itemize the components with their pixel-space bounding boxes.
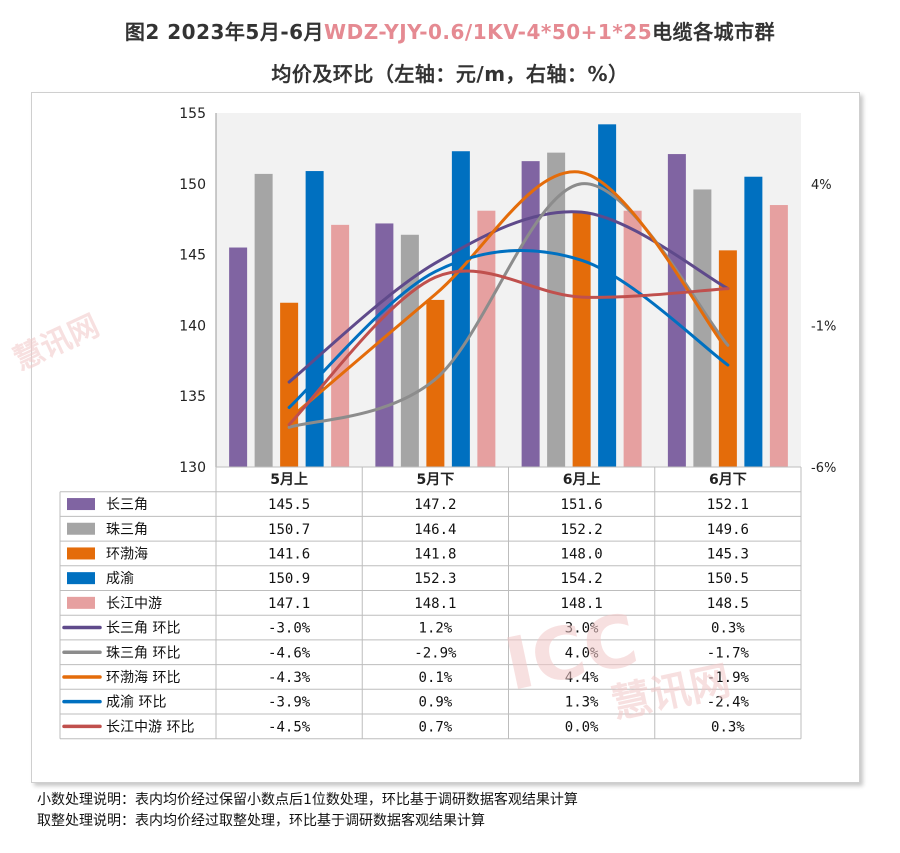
- table-cell-长三角-5月上: 145.5: [268, 497, 310, 513]
- table-cell-长江中游 环比-5月上: -4.5%: [268, 719, 311, 735]
- table-cell-成渝-5月上: 150.9: [268, 571, 310, 587]
- table-cell-长江中游-6月下: 148.5: [707, 596, 749, 612]
- bar-长三角-5月下: [375, 223, 394, 467]
- table-cell-环渤海-5月下: 141.8: [414, 546, 456, 562]
- table-cell-长江中游 环比-6月上: 0.0%: [565, 719, 599, 735]
- bar-长三角-6月上: [521, 161, 540, 468]
- legend-label-环渤海 环比: 环渤海 环比: [106, 670, 180, 686]
- table-cell-环渤海 环比-6月上: 4.4%: [565, 670, 599, 686]
- table-cell-环渤海 环比-5月下: 0.1%: [419, 670, 453, 686]
- title-product-spec: WDZ-YJY-0.6/1KV-4*50+1*25: [324, 20, 653, 44]
- note-decimal: 小数处理说明：表内均价经过保留小数点后1位数处理，环比基于调研数据客观结果计算: [37, 792, 578, 808]
- left-axis-tick-label: 155: [179, 106, 206, 122]
- bar-长江中游-5月上: [331, 224, 350, 467]
- title-prefix: 图2 2023年5月-6月: [124, 20, 325, 44]
- bar-环渤海-6月下: [718, 250, 737, 467]
- table-cell-环渤海-6月上: 148.0: [561, 546, 603, 562]
- bar-长三角-5月上: [229, 247, 248, 467]
- left-axis-tick-label: 130: [179, 460, 206, 476]
- table-cell-长三角 环比-6月上: 3.0%: [565, 621, 599, 637]
- table-cell-珠三角 环比-5月上: -4.6%: [268, 645, 311, 661]
- legend-label-珠三角: 珠三角: [106, 522, 148, 538]
- line-长三角 环比: [287, 210, 730, 384]
- table-cell-成渝-5月下: 152.3: [414, 571, 456, 587]
- table-cell-环渤海 环比-6月下: -1.9%: [707, 670, 750, 686]
- left-axis-tick-label: 145: [179, 248, 206, 264]
- table-cell-珠三角-5月上: 150.7: [268, 522, 310, 538]
- table-cell-成渝 环比-6月上: 1.3%: [565, 695, 599, 711]
- left-axis-tick-label: 135: [179, 389, 206, 405]
- bar-成渝-6月下: [744, 176, 763, 467]
- line-环渤海 环比: [287, 170, 730, 421]
- table-cell-成渝-6月下: 150.5: [707, 571, 749, 587]
- bar-环渤海-5月上: [280, 302, 299, 467]
- table-header-5月下: 5月下: [417, 472, 455, 488]
- table-cell-长三角 环比-5月上: -3.0%: [268, 621, 311, 637]
- table-cell-长江中游-5月下: 148.1: [414, 596, 456, 612]
- table-cell-长江中游 环比-6月下: 0.3%: [711, 719, 745, 735]
- line-长江中游 环比: [287, 269, 730, 427]
- bar-环渤海-6月上: [572, 212, 591, 467]
- table-cell-成渝-6月上: 154.2: [561, 571, 603, 587]
- legend-label-长三角: 长三角: [106, 497, 148, 513]
- bar-珠三角-5月下: [400, 234, 419, 467]
- table-cell-珠三角 环比-6月下: -1.7%: [707, 645, 750, 661]
- table-cell-成渝 环比-5月上: -3.9%: [268, 695, 311, 711]
- legend-label-长三角 环比: 长三角 环比: [106, 621, 180, 637]
- table-cell-长三角 环比-6月下: 0.3%: [711, 621, 745, 637]
- bar-长江中游-6月下: [769, 205, 788, 468]
- table-cell-长三角-6月下: 152.1: [707, 497, 749, 513]
- bar-珠三角-6月上: [547, 152, 566, 467]
- table-header-6月上: 6月上: [563, 472, 601, 488]
- bar-长三角-6月下: [667, 154, 686, 467]
- legend-swatch-环渤海: [67, 547, 95, 560]
- table-cell-长江中游-5月上: 147.1: [268, 596, 310, 612]
- legend-label-珠三角 环比: 珠三角 环比: [106, 645, 180, 661]
- legend-label-成渝 环比: 成渝 环比: [106, 695, 166, 711]
- table-cell-珠三角 环比-5月下: -2.9%: [414, 645, 457, 661]
- right-axis-tick-label: 4%: [811, 178, 832, 193]
- table-cell-长江中游 环比-5月下: 0.7%: [419, 719, 453, 735]
- bar-长江中游-6月上: [623, 210, 642, 468]
- table-cell-环渤海-6月下: 145.3: [707, 546, 749, 562]
- table-cell-长三角-5月下: 147.2: [414, 497, 456, 513]
- table-cell-成渝 环比-5月下: 0.9%: [419, 695, 453, 711]
- bar-珠三角-6月下: [693, 189, 712, 468]
- table-cell-长三角 环比-5月下: 1.2%: [419, 621, 453, 637]
- title-suffix: 电缆各城市群: [652, 20, 776, 44]
- chart-title-line2: 均价及环比（左轴：元/m，右轴：%）: [271, 62, 629, 86]
- bar-珠三角-5月上: [254, 173, 273, 467]
- note-rounding: 取整处理说明：表内均价经过取整处理，环比基于调研数据客观结果计算: [37, 813, 485, 829]
- bar-成渝-5月下: [451, 151, 470, 467]
- table-cell-珠三角-5月下: 146.4: [414, 522, 456, 538]
- legend-swatch-长江中游: [67, 596, 95, 609]
- table-header-6月下: 6月下: [709, 472, 747, 488]
- right-axis-tick-label: -6%: [811, 461, 836, 476]
- right-axis-tick-label: -1%: [811, 319, 836, 334]
- legend-label-长江中游: 长江中游: [106, 596, 162, 612]
- table-cell-珠三角-6月上: 152.2: [561, 522, 603, 538]
- legend-label-长江中游 环比: 长江中游 环比: [106, 719, 194, 735]
- table-cell-成渝 环比-6月下: -2.4%: [707, 695, 750, 711]
- legend-label-环渤海: 环渤海: [106, 546, 148, 562]
- legend-swatch-成渝: [67, 572, 95, 585]
- chart-title-line1: 图2 2023年5月-6月WDZ-YJY-0.6/1KV-4*50+1*25电缆…: [0, 16, 900, 45]
- table-cell-长江中游-6月上: 148.1: [561, 596, 603, 612]
- left-axis-tick-label: 140: [179, 318, 206, 334]
- bar-环渤海-5月下: [426, 299, 445, 467]
- table-header-5月上: 5月上: [270, 472, 308, 488]
- line-成渝 环比: [287, 248, 730, 410]
- legend-swatch-长三角: [67, 498, 95, 511]
- table-cell-珠三角-6月下: 149.6: [707, 522, 749, 538]
- table-cell-环渤海-5月上: 141.6: [268, 546, 310, 562]
- left-axis-tick-label: 150: [179, 177, 206, 193]
- legend-swatch-珠三角: [67, 522, 95, 535]
- table-cell-长三角-6月上: 151.6: [561, 497, 603, 513]
- legend-label-成渝: 成渝: [106, 571, 134, 587]
- table-cell-珠三角 环比-6月上: 4.0%: [565, 645, 599, 661]
- table-cell-环渤海 环比-5月上: -4.3%: [268, 670, 311, 686]
